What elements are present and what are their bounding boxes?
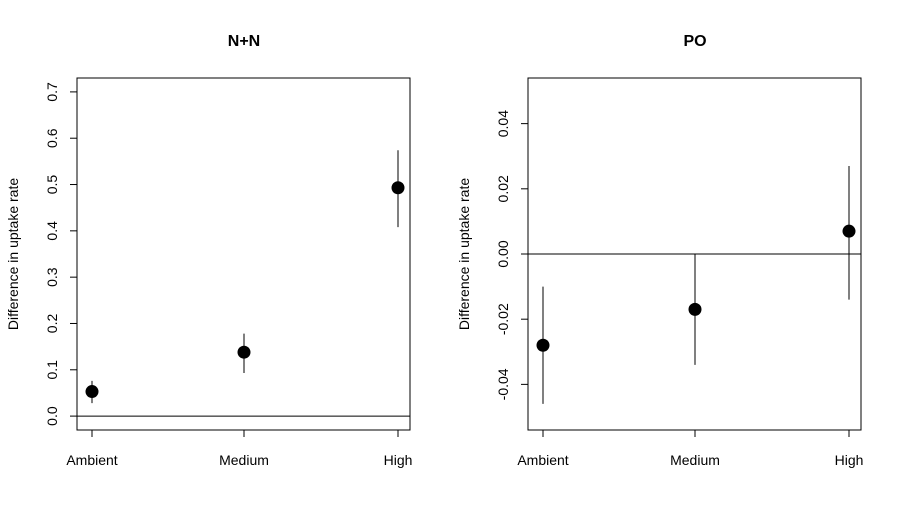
- y-tick-label: 0.3: [44, 267, 60, 287]
- y-tick-label: 0.7: [44, 82, 60, 102]
- data-points: [536, 166, 856, 404]
- y-axis-label: Difference in uptake rate: [5, 178, 21, 330]
- x-tick-label: Medium: [670, 452, 720, 468]
- data-point: [85, 385, 99, 399]
- data-point: [237, 345, 251, 359]
- plot-frame: [76, 77, 411, 431]
- y-tick-label: 0.1: [44, 360, 60, 380]
- panel-nn: N+N Difference in uptake rate 0.00.10.20…: [5, 33, 412, 468]
- x-tick-label: Ambient: [517, 452, 568, 468]
- x-tick-label: High: [835, 452, 864, 468]
- y-tick-label: 0.02: [495, 175, 511, 202]
- y-tick-label: 0.0: [44, 406, 60, 426]
- data-point: [391, 181, 405, 195]
- panel-po: PO Difference in uptake rate -0.04 -0.02 0…: [456, 33, 863, 468]
- y-tick-label: -0.02: [495, 303, 511, 335]
- y-tick-label: 0.6: [44, 128, 60, 148]
- data-point: [688, 302, 702, 316]
- y-axis-label: Difference in uptake rate: [456, 178, 472, 330]
- y-ticks: -0.04 -0.02 0.00 0.02 0.04: [495, 110, 528, 400]
- data-points: [85, 150, 405, 404]
- y-tick-label: 0.00: [495, 240, 511, 267]
- y-tick-label: 0.04: [495, 110, 511, 137]
- x-tick-label: High: [384, 452, 413, 468]
- data-point: [536, 338, 550, 352]
- x-ticks: Ambient Medium High: [66, 430, 412, 468]
- data-point: [842, 224, 856, 238]
- chart-title: N+N: [228, 33, 260, 50]
- x-tick-label: Ambient: [66, 452, 117, 468]
- y-ticks: 0.0 0.1 0.2 0.3 0.4 0.5 0.6 0.7: [44, 82, 77, 426]
- y-tick-label: 0.5: [44, 175, 60, 195]
- y-tick-label: -0.04: [495, 368, 511, 400]
- x-ticks: Ambient Medium High: [517, 430, 863, 468]
- y-tick-label: 0.4: [44, 221, 60, 241]
- chart-title: PO: [683, 33, 706, 50]
- x-tick-label: Medium: [219, 452, 269, 468]
- y-tick-label: 0.2: [44, 314, 60, 334]
